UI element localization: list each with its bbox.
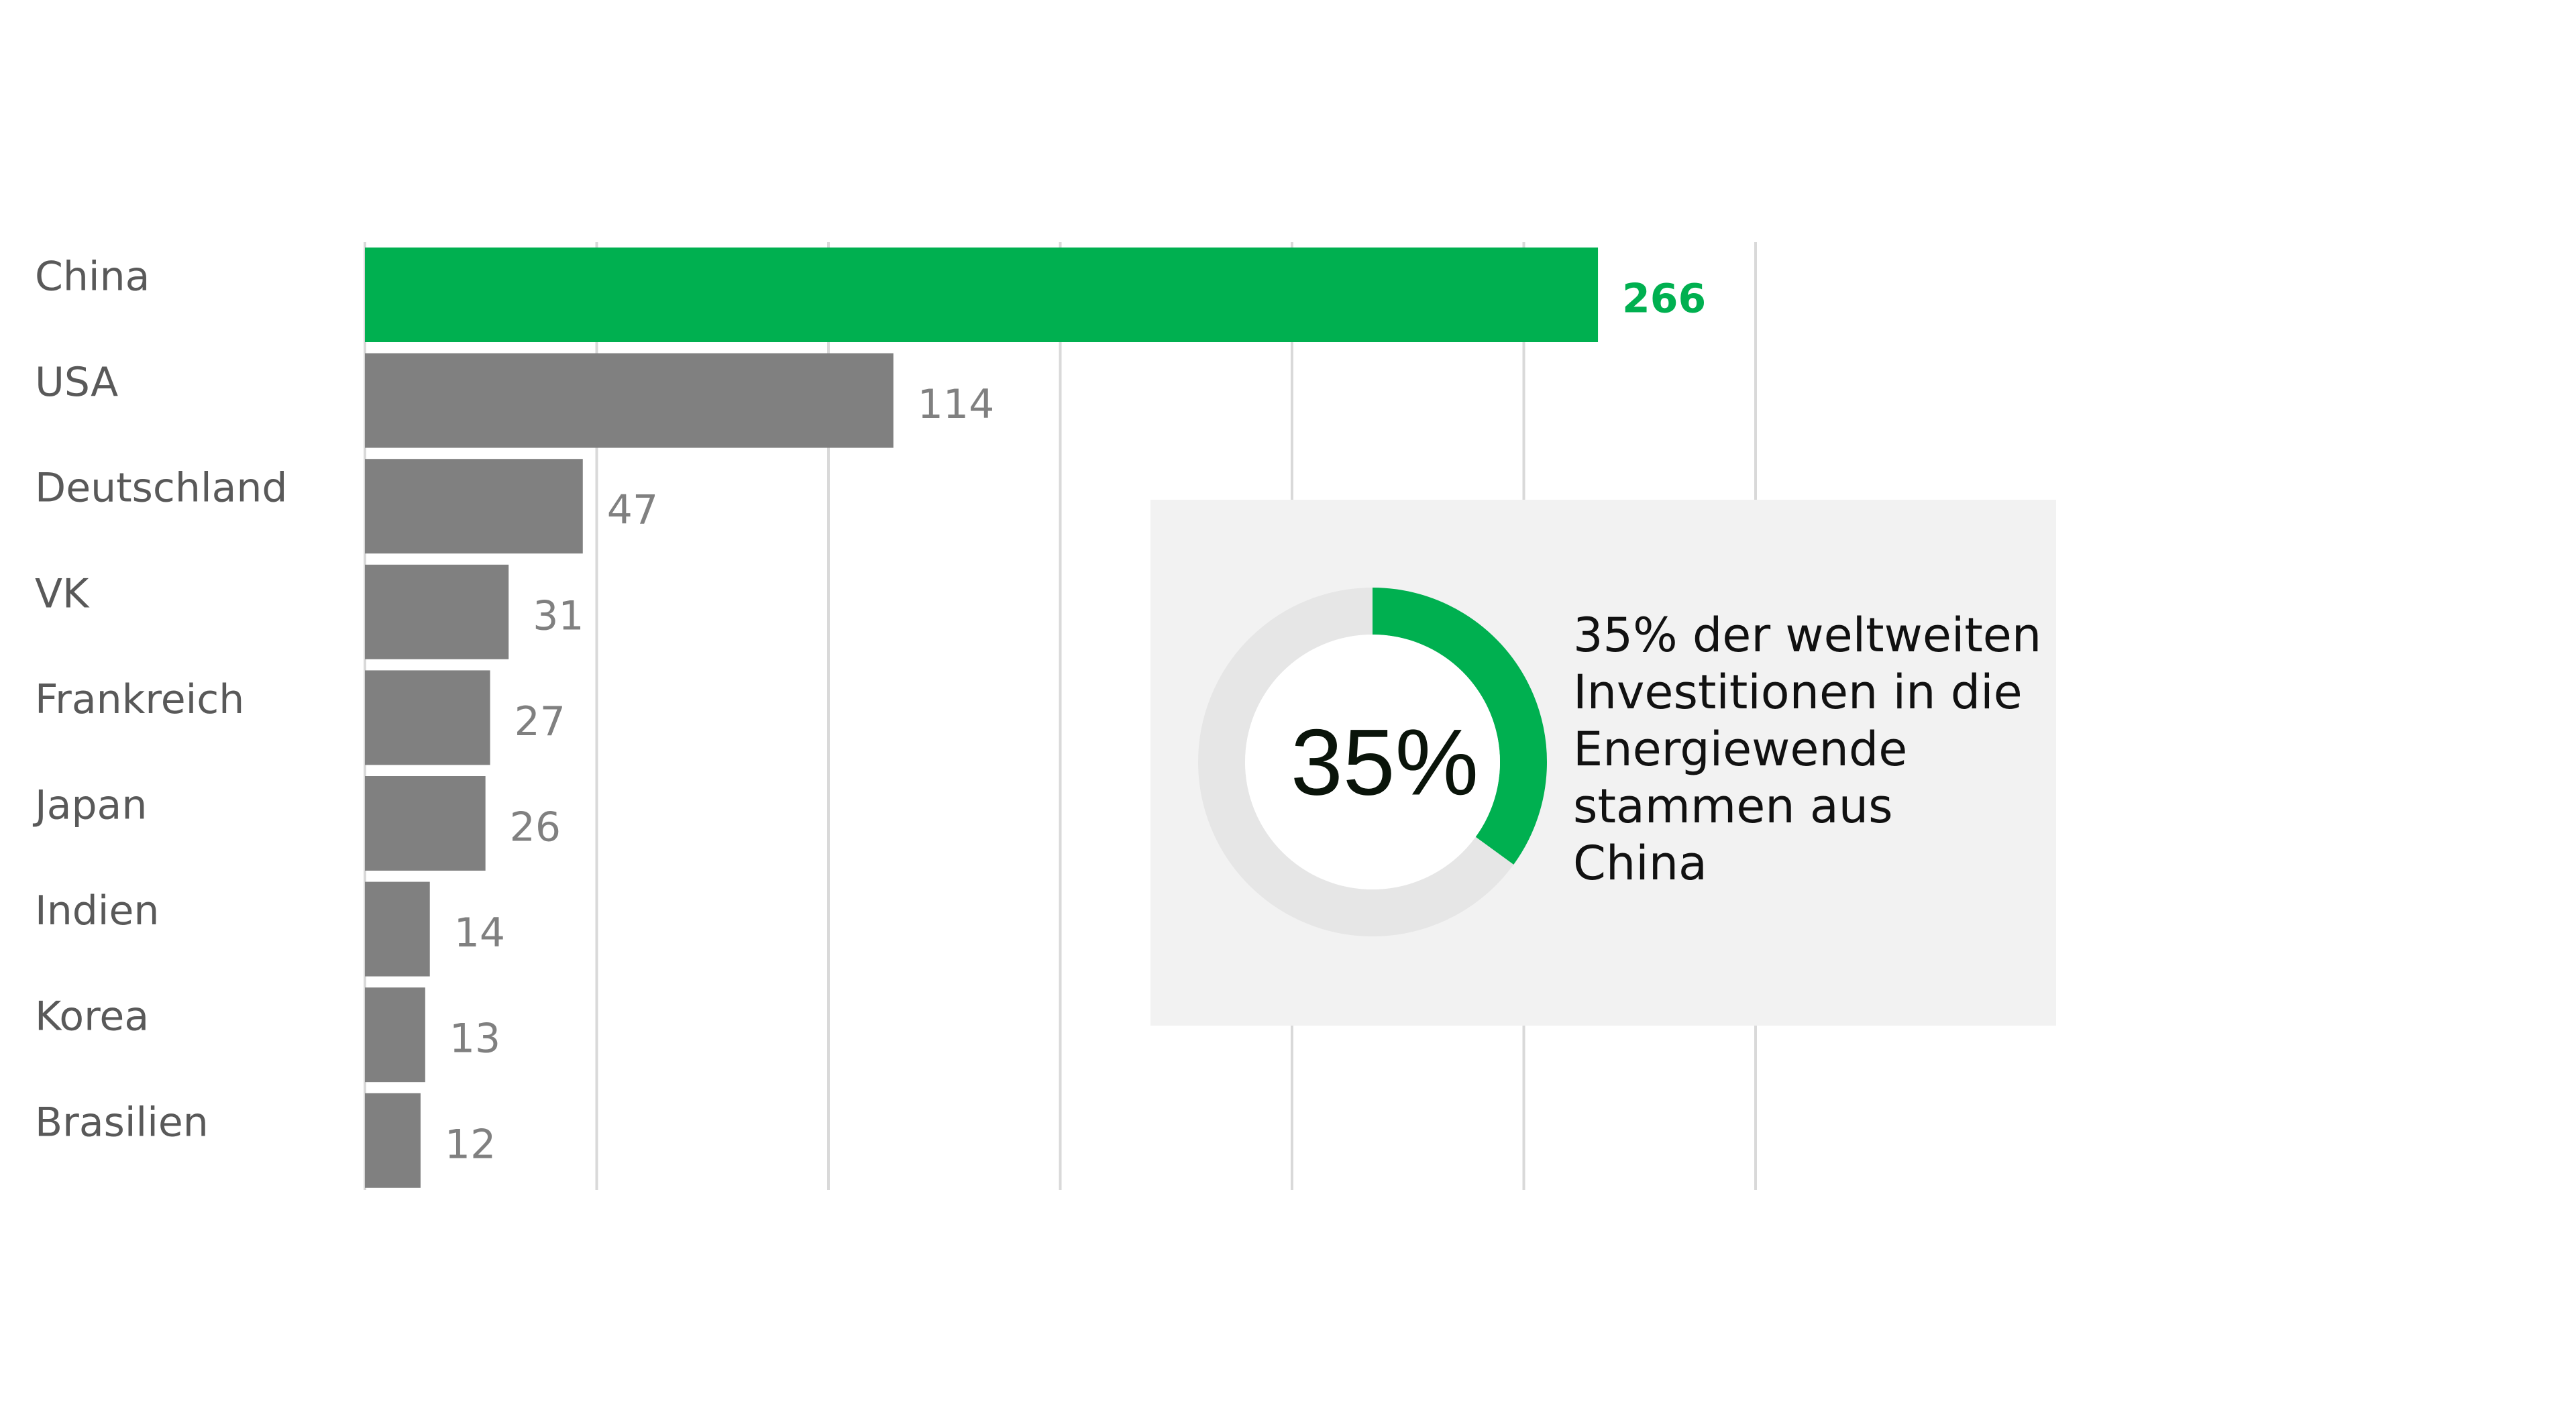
donut-gauge: 35% — [1198, 588, 1547, 936]
category-label: Japan — [32, 782, 147, 829]
donut-center — [1245, 635, 1500, 889]
value-label: 14 — [454, 910, 505, 957]
category-label: Brasilien — [35, 1099, 209, 1146]
category-label: China — [35, 254, 150, 301]
category-label: VK — [35, 570, 90, 617]
category-label: Korea — [35, 993, 149, 1040]
value-labels: 266 114 47 31 27 26 14 13 12 — [445, 276, 1706, 1168]
donut-fill-arc — [1372, 588, 1547, 865]
callout-line: Investitionen in die — [1573, 665, 2023, 720]
value-label: 12 — [445, 1121, 496, 1168]
bar-usa — [365, 353, 894, 448]
value-label: 26 — [510, 804, 561, 851]
category-label: Frankreich — [35, 676, 244, 723]
value-label: 114 — [918, 381, 995, 428]
callout-line: China — [1573, 836, 1707, 891]
value-label: 47 — [607, 487, 658, 534]
category-label: USA — [35, 359, 118, 406]
callout-text: 35% der weltweiten Investitionen in die … — [1573, 607, 2043, 892]
value-label: 31 — [533, 592, 584, 639]
bar-vk — [365, 564, 509, 659]
bar-brasilien — [365, 1093, 421, 1188]
bar-indien — [365, 881, 430, 977]
bar-frankreich — [365, 670, 490, 765]
category-label: Indien — [35, 887, 159, 934]
value-label: 266 — [1622, 276, 1706, 323]
bar-china — [365, 248, 1599, 342]
callout-line: 35% der weltweiten — [1573, 608, 2042, 663]
callout-line: stammen aus — [1573, 779, 1893, 834]
donut-percent-label: 35% — [1291, 710, 1479, 815]
category-label: Deutschland — [35, 465, 288, 512]
category-labels: China USA Deutschland VK Frankreich Japan Indi… — [32, 254, 288, 1146]
bar-japan — [365, 776, 486, 871]
bar-deutschland — [365, 459, 583, 554]
value-label: 13 — [449, 1016, 500, 1063]
value-label: 27 — [515, 698, 566, 745]
bars — [365, 248, 1599, 1188]
callout-line: Energiewende — [1573, 722, 1908, 777]
bar-korea — [365, 987, 425, 1083]
